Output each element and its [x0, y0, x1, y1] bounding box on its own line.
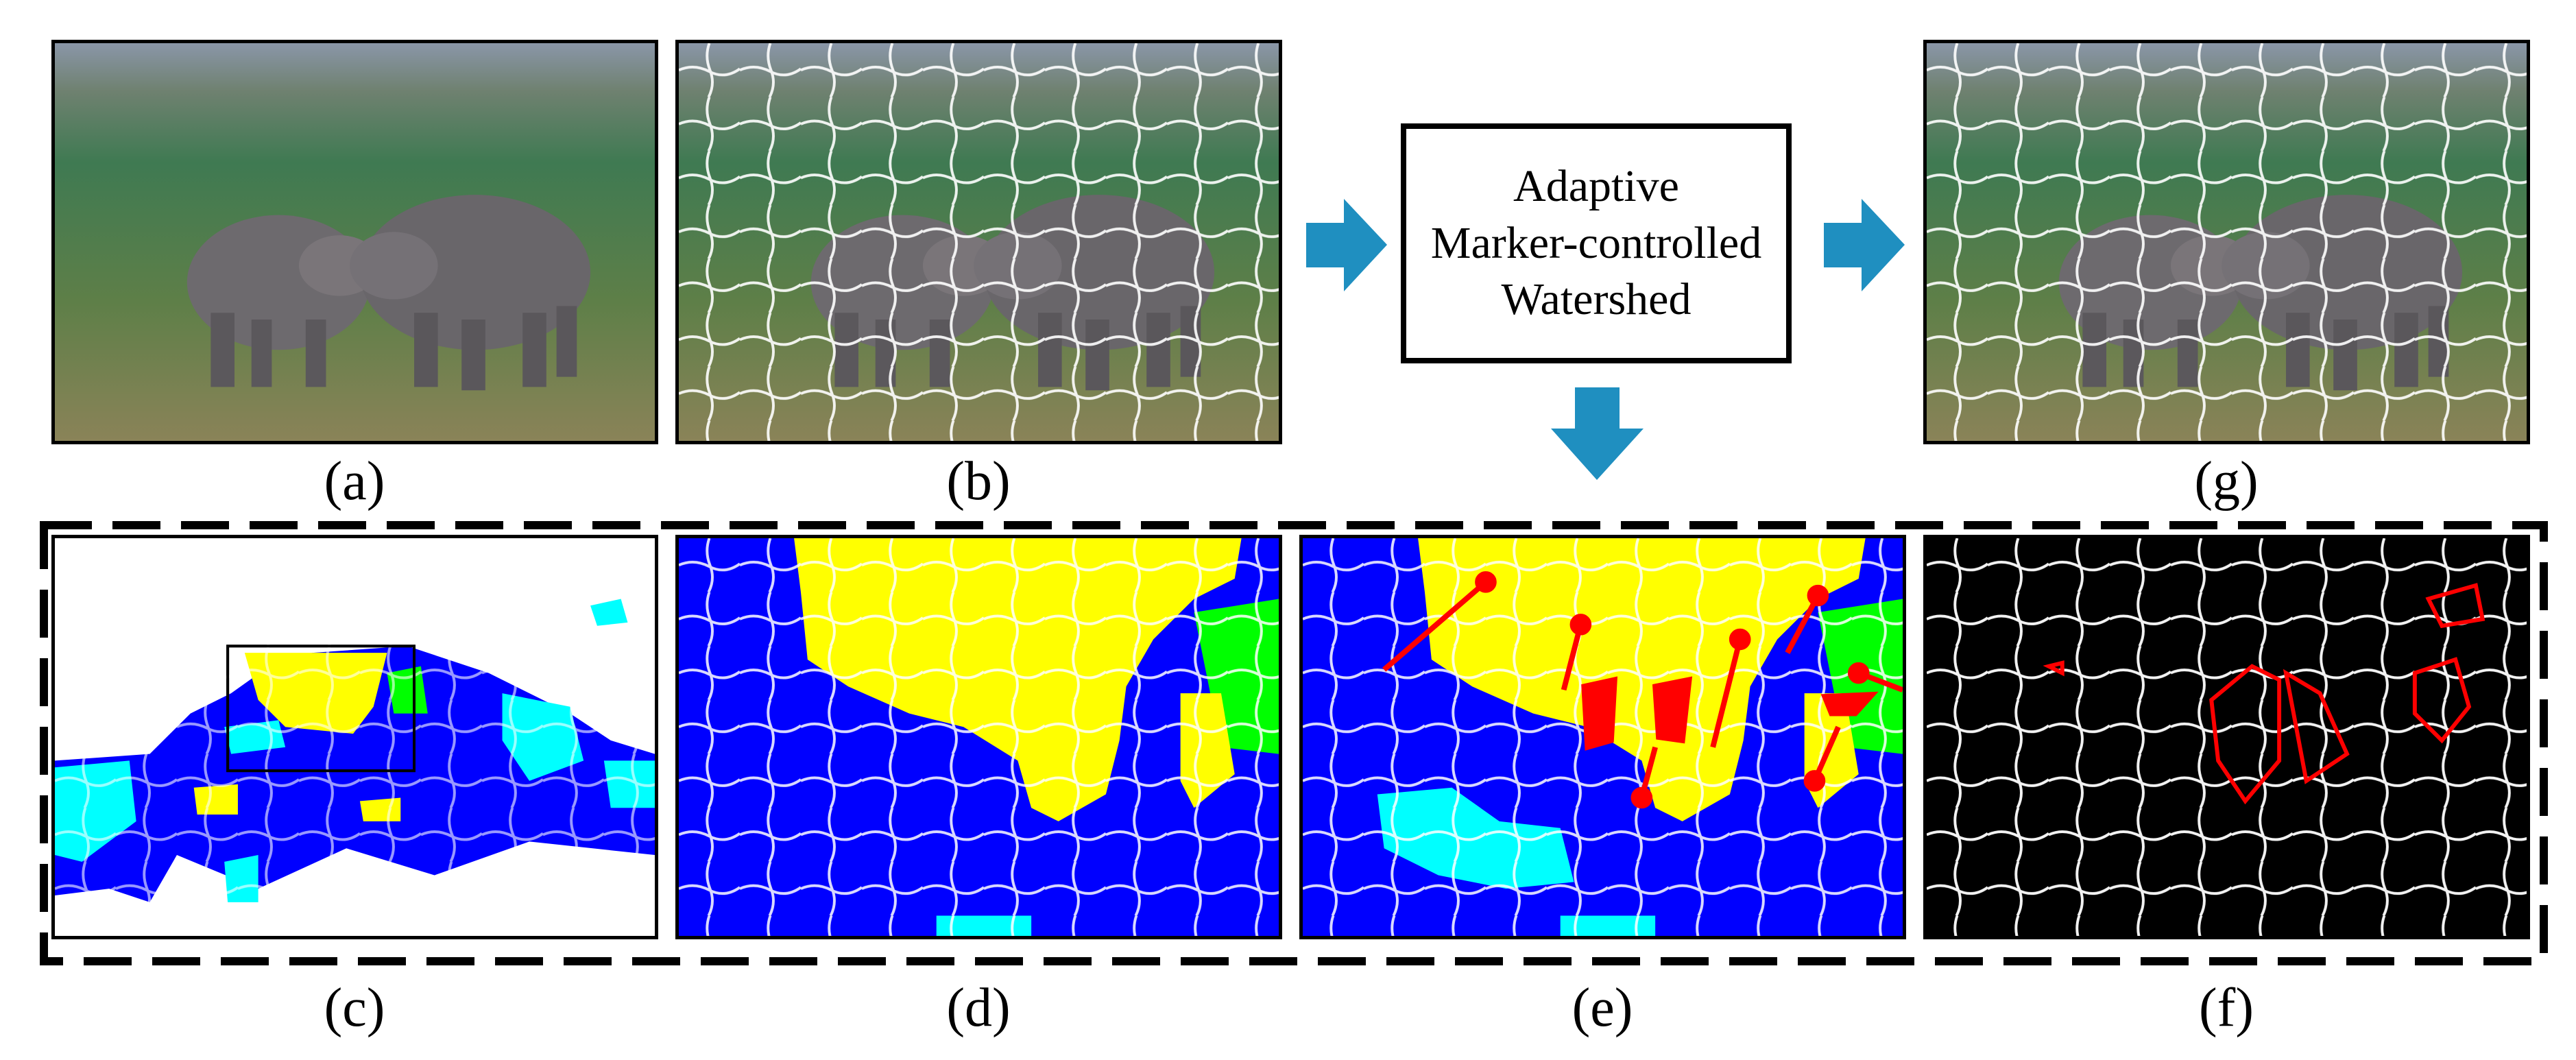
caption-c: (c) — [324, 978, 385, 1038]
panel-f-boundaries — [1923, 535, 2530, 939]
red-boundaries — [2043, 583, 2485, 805]
result-photo — [1927, 43, 2527, 441]
arrow-down-icon — [1551, 387, 1644, 480]
caption-g: (g) — [2194, 451, 2259, 511]
panel-g-result — [1923, 40, 2530, 444]
arrow-right-icon — [1824, 199, 1905, 291]
process-line-1: Adaptive — [1513, 161, 1679, 212]
caption-a: (a) — [324, 451, 385, 511]
arrow-right-icon — [1306, 199, 1387, 291]
superpixel-photo — [679, 43, 1279, 441]
rhino-photo — [55, 43, 655, 441]
adaptive-watershed-box: Adaptive Marker-controlled Watershed — [1401, 123, 1792, 363]
caption-f: (f) — [2199, 978, 2254, 1038]
panel-e-markers — [1299, 535, 1906, 939]
marker-map — [1303, 538, 1903, 936]
boundary-map — [1927, 538, 2527, 936]
panel-c-region-map — [51, 535, 658, 939]
panel-b-superpixels — [675, 40, 1282, 444]
zoomed-region-map — [679, 538, 1279, 936]
caption-d: (d) — [946, 978, 1011, 1038]
region-map — [55, 538, 655, 936]
caption-e: (e) — [1572, 978, 1633, 1038]
red-markers — [1382, 571, 1903, 809]
dashed-frame — [40, 521, 2548, 965]
panel-a-original-image — [51, 40, 658, 444]
panel-d-zoomed-regions — [675, 535, 1282, 939]
process-line-2: Marker-controlled — [1430, 217, 1762, 268]
caption-b: (b) — [946, 451, 1011, 511]
process-line-3: Watershed — [1501, 274, 1692, 325]
